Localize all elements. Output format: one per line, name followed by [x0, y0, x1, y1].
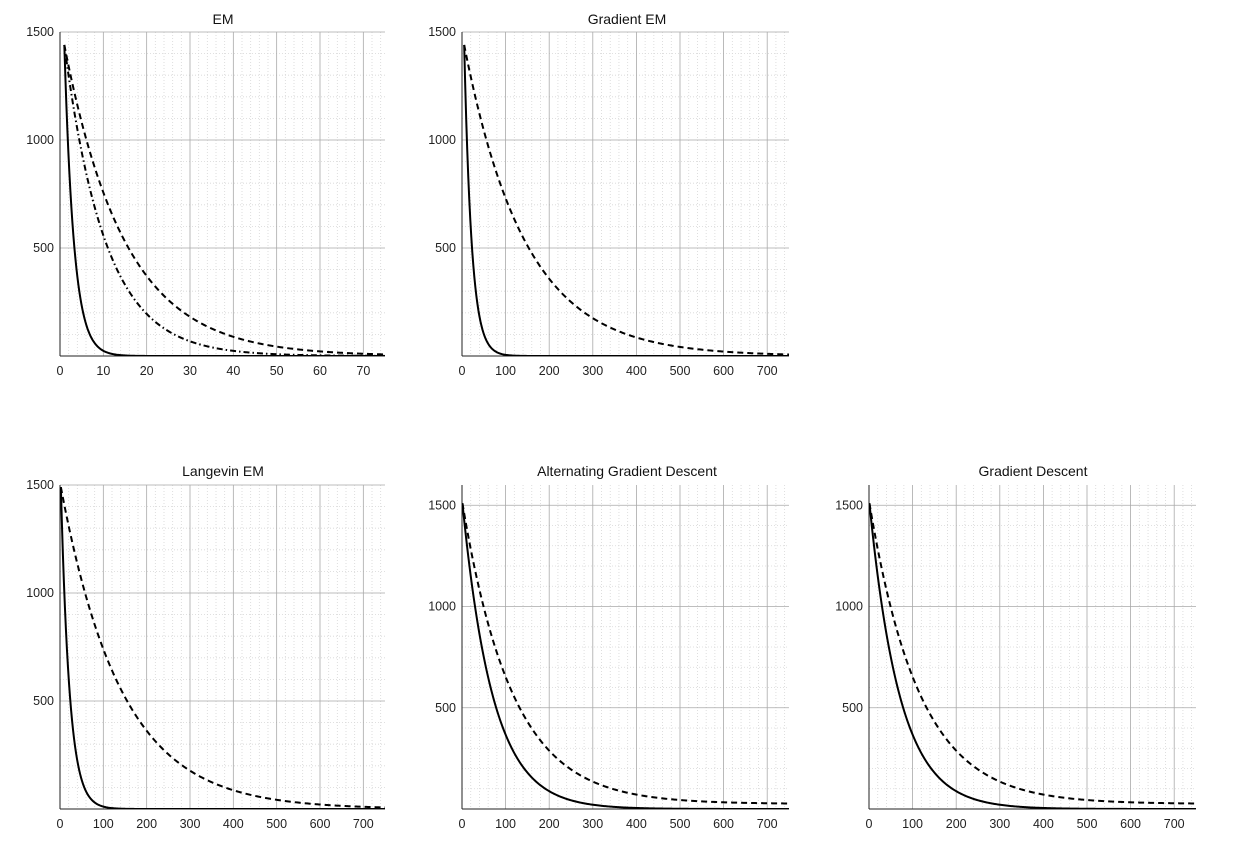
series-line-solid	[462, 503, 789, 809]
subplot-title: Gradient Descent	[979, 463, 1088, 479]
series-line-dashed	[869, 503, 1196, 805]
x-tick-label: 10	[96, 364, 110, 378]
x-tick-label: 60	[313, 364, 327, 378]
subplot-title: Gradient EM	[588, 11, 667, 27]
x-tick-label: 100	[902, 817, 923, 831]
y-tick-label: 1500	[835, 498, 863, 512]
y-tick-label: 500	[33, 694, 54, 708]
y-tick-label: 1500	[26, 478, 54, 492]
x-tick-label: 0	[57, 364, 64, 378]
x-tick-label: 0	[57, 817, 64, 831]
x-tick-label: 20	[140, 364, 154, 378]
subplot-langevin-em: Langevin EM 0 100 200 300 400 500 600 700 500 100…	[26, 463, 385, 831]
x-tick-label: 700	[757, 364, 778, 378]
y-tick-label: 500	[435, 701, 456, 715]
plot-area: 0 100 200 300 400 500 600 700 500 1000 1500	[26, 478, 385, 831]
y-tick-label: 1000	[428, 133, 456, 147]
x-tick-label: 700	[1164, 817, 1185, 831]
series-line-solid	[869, 503, 1196, 809]
subplot-title: EM	[213, 11, 234, 27]
x-tick-label: 30	[183, 364, 197, 378]
x-tick-label: 300	[582, 364, 603, 378]
x-tick-label: 100	[93, 817, 114, 831]
y-tick-label: 1500	[428, 498, 456, 512]
x-tick-label: 400	[1033, 817, 1054, 831]
x-tick-label: 0	[459, 364, 466, 378]
y-tick-label: 500	[842, 701, 863, 715]
subplot-gradient-em: Gradient EM 0 100 200 300 400 500 600 700 500 100…	[428, 11, 789, 378]
subplot-gradient-descent: Gradient Descent 0 100 200 300 400 500 600 700 5…	[835, 463, 1196, 831]
x-tick-label: 700	[353, 817, 374, 831]
x-tick-label: 200	[539, 364, 560, 378]
x-tick-label: 300	[989, 817, 1010, 831]
subplot-title: Alternating Gradient Descent	[537, 463, 717, 479]
x-tick-label: 600	[713, 364, 734, 378]
series-line-dashed	[60, 486, 385, 809]
x-tick-label: 700	[757, 817, 778, 831]
y-tick-label: 1000	[428, 600, 456, 614]
x-tick-label: 200	[539, 817, 560, 831]
x-tick-label: 200	[136, 817, 157, 831]
x-tick-label: 500	[266, 817, 287, 831]
x-tick-label: 0	[459, 817, 466, 831]
x-tick-label: 500	[670, 364, 691, 378]
x-tick-label: 50	[270, 364, 284, 378]
y-tick-label: 500	[435, 241, 456, 255]
x-tick-label: 600	[310, 817, 331, 831]
series-line-solid	[463, 44, 789, 356]
x-tick-label: 600	[1120, 817, 1141, 831]
plot-area: 0 100 200 300 400 500 600 700 500 1000 1500	[428, 485, 789, 831]
x-tick-label: 70	[356, 364, 370, 378]
y-tick-label: 1000	[26, 133, 54, 147]
x-tick-label: 400	[626, 364, 647, 378]
x-tick-label: 40	[226, 364, 240, 378]
subplot-title: Langevin EM	[182, 463, 264, 479]
x-tick-label: 300	[180, 817, 201, 831]
y-tick-label: 1500	[26, 25, 54, 39]
plot-area: 0 100 200 300 400 500 600 700 500 1000 1500	[428, 25, 789, 378]
x-tick-label: 500	[1077, 817, 1098, 831]
plot-area: 0 100 200 300 400 500 600 700 500 1000 1500	[835, 485, 1196, 831]
x-tick-label: 300	[582, 817, 603, 831]
subplot-em: EM 0 10 20 30 40 50 60 70 500 1000 1500	[26, 11, 385, 378]
x-tick-label: 200	[946, 817, 967, 831]
series-line-solid	[63, 44, 385, 356]
series-line-dashed	[63, 44, 385, 356]
series-line-dash-dot	[63, 44, 385, 356]
x-tick-label: 500	[670, 817, 691, 831]
series-line-dashed	[462, 503, 789, 805]
x-tick-label: 100	[495, 364, 516, 378]
y-tick-label: 1000	[835, 600, 863, 614]
x-tick-label: 100	[495, 817, 516, 831]
subplot-alternating-gradient-descent: Alternating Gradient Descent 0 100 200 300 4…	[428, 463, 789, 831]
series-line-solid	[60, 487, 385, 809]
x-tick-label: 400	[626, 817, 647, 831]
x-tick-label: 0	[866, 817, 873, 831]
plot-area: 0 10 20 30 40 50 60 70 500 1000 1500	[26, 25, 385, 378]
x-tick-label: 600	[713, 817, 734, 831]
y-tick-label: 1500	[428, 25, 456, 39]
series-line-dashed	[463, 44, 789, 356]
x-tick-label: 400	[223, 817, 244, 831]
y-tick-label: 500	[33, 241, 54, 255]
y-tick-label: 1000	[26, 586, 54, 600]
